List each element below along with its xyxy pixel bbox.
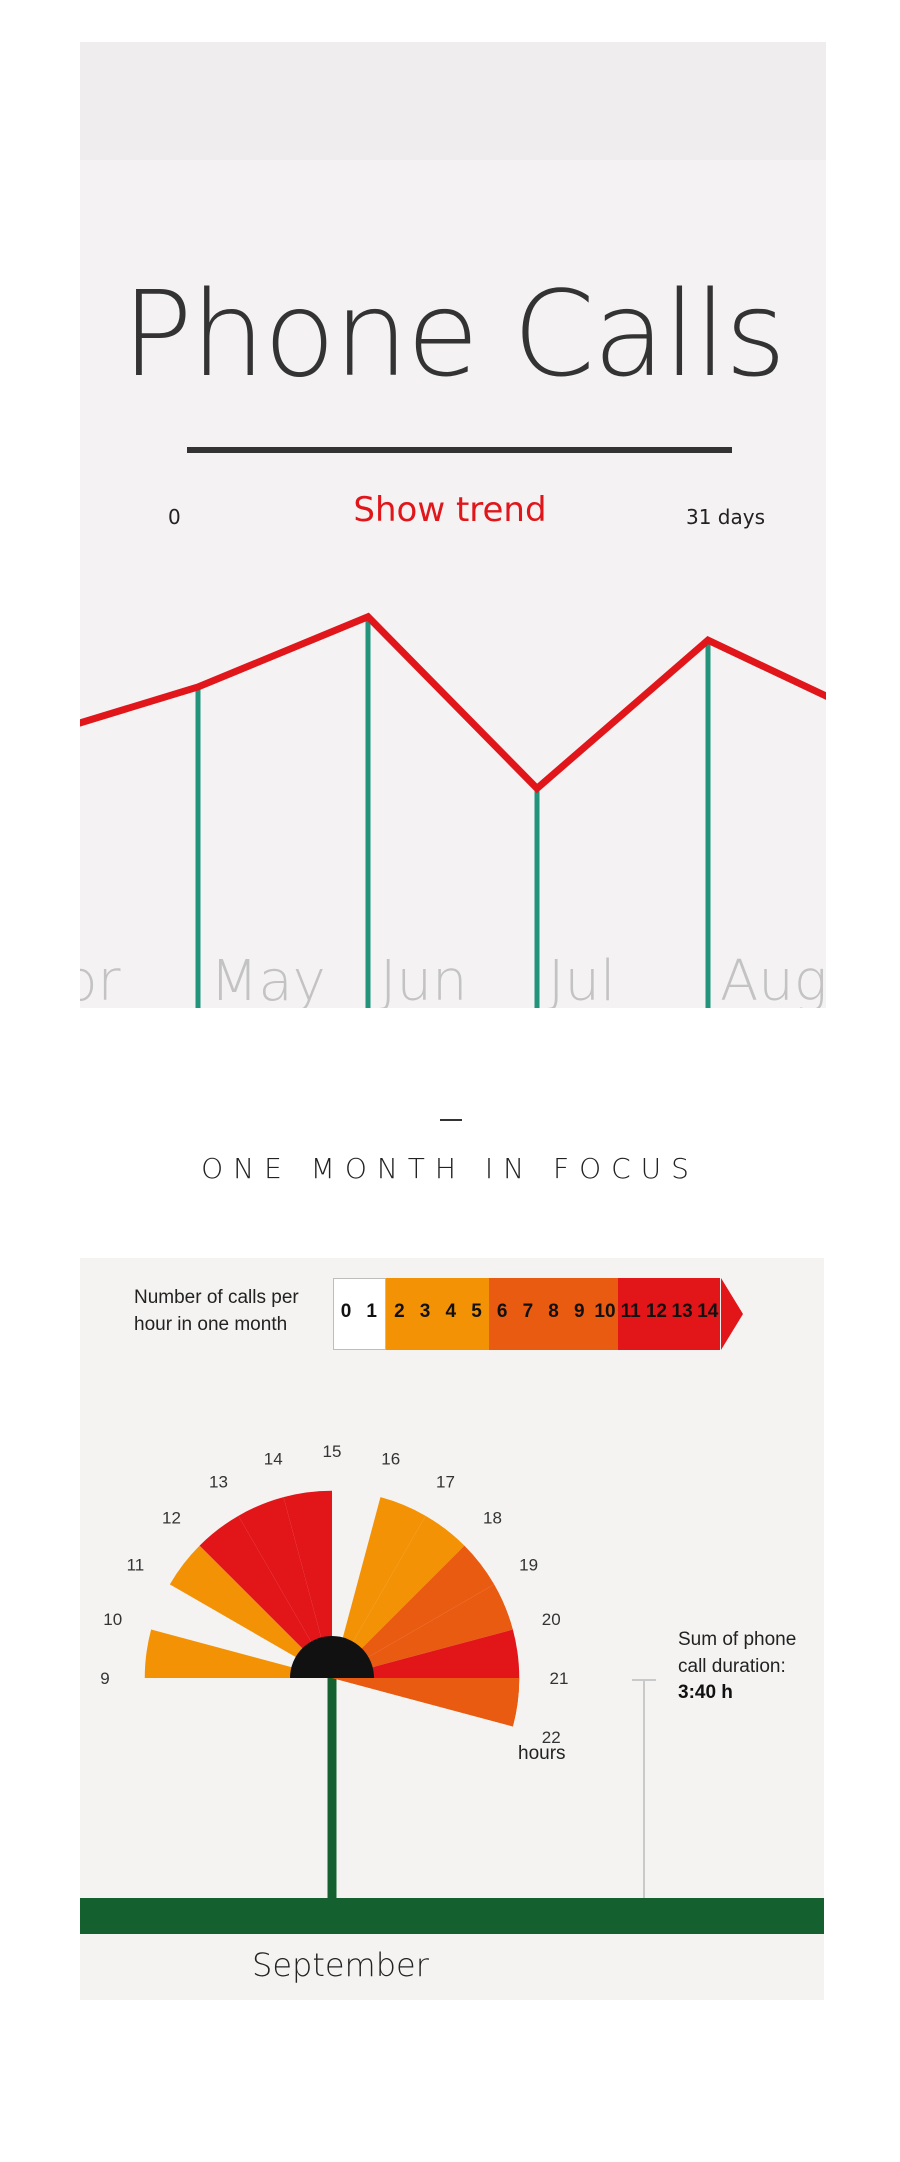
sum-duration-value: 3:40 h [678, 1682, 733, 1703]
hour-label: 15 [323, 1442, 342, 1461]
legend-segment [489, 1278, 618, 1350]
legend-value: 5 [471, 1301, 482, 1322]
top-band [80, 42, 826, 160]
sum-duration-label: Sum of phone call duration: [678, 1629, 797, 1677]
hour-wedge [332, 1515, 465, 1678]
hour-wedge [332, 1545, 495, 1678]
legend-segment [333, 1278, 387, 1350]
trend-chart: pr May Jun Jul Aug [80, 612, 826, 1008]
legend-value: 11 [620, 1301, 641, 1322]
hour-label: 14 [264, 1450, 283, 1469]
hour-label: 19 [519, 1556, 538, 1575]
legend-value: 4 [445, 1301, 457, 1322]
legend-value: 10 [594, 1301, 616, 1322]
month-label: Aug [720, 949, 826, 1008]
legend-value: 8 [548, 1301, 559, 1322]
trend-panel: Phone Calls 0 Show trend 31 days pr May Ju… [80, 160, 826, 1008]
hour-label: 22 [542, 1728, 561, 1747]
hour-wedge [332, 1497, 426, 1678]
hours-label: hours [518, 1743, 566, 1764]
legend-arrow-tip [720, 1278, 743, 1350]
hour-label: 10 [103, 1610, 122, 1629]
hour-label: 16 [381, 1450, 400, 1469]
hour-label: 18 [483, 1508, 502, 1527]
legend-value: 2 [394, 1301, 405, 1322]
hour-wedge [144, 1629, 332, 1678]
page-title: Phone Calls [121, 265, 787, 403]
range-max-label: 31 days [686, 505, 766, 529]
legend-value: 7 [522, 1301, 534, 1322]
legend-value: 9 [574, 1301, 585, 1322]
show-trend-button[interactable]: Show trend [353, 490, 547, 530]
legend-value: 6 [496, 1301, 508, 1322]
hour-wedge [332, 1629, 520, 1678]
hour-flower-chart: 9 10 11 12 13 14 15 16 17 18 19 20 21 22 [100, 1442, 656, 1898]
legend-value: 12 [645, 1301, 667, 1322]
section-divider [440, 1119, 462, 1121]
hour-label: 17 [436, 1472, 455, 1491]
month-label: pr [80, 949, 121, 1008]
legend-segment [386, 1278, 490, 1350]
hour-wedge [332, 1678, 520, 1727]
legend-scale: 0 1 2 3 4 5 6 7 8 9 10 11 12 13 14 [333, 1278, 746, 1350]
hour-wedge [332, 1584, 513, 1678]
hour-wedge [283, 1490, 332, 1678]
legend-value: 1 [366, 1301, 377, 1322]
legend-label: Number of calls per hour in one month [134, 1287, 299, 1335]
hour-label: 12 [162, 1508, 181, 1527]
section-heading: ONE MONTH IN FOCUS [201, 1152, 699, 1185]
hour-wedge [238, 1497, 332, 1678]
month-label: May [210, 949, 326, 1008]
title-rule [187, 447, 732, 453]
legend-value: 14 [697, 1301, 719, 1322]
legend-value: 0 [340, 1301, 352, 1322]
legend-value: 13 [671, 1301, 693, 1322]
legend-value: 3 [419, 1301, 431, 1322]
hour-wedge [199, 1515, 332, 1678]
hour-label: 20 [542, 1610, 561, 1629]
hour-label: 11 [127, 1556, 145, 1575]
ground-bar [80, 1898, 824, 1934]
trend-line [80, 612, 826, 794]
flower-center [290, 1636, 374, 1678]
month-label: Jul [548, 949, 616, 1008]
month-label: Jun [380, 949, 468, 1008]
hour-label: 21 [550, 1669, 569, 1688]
legend-segment [617, 1278, 721, 1350]
hour-label: 13 [209, 1472, 228, 1491]
hour-wedge [169, 1545, 332, 1678]
range-min-label: 0 [168, 505, 181, 529]
month-label: September [252, 1946, 429, 1984]
hour-label: 9 [100, 1669, 109, 1688]
